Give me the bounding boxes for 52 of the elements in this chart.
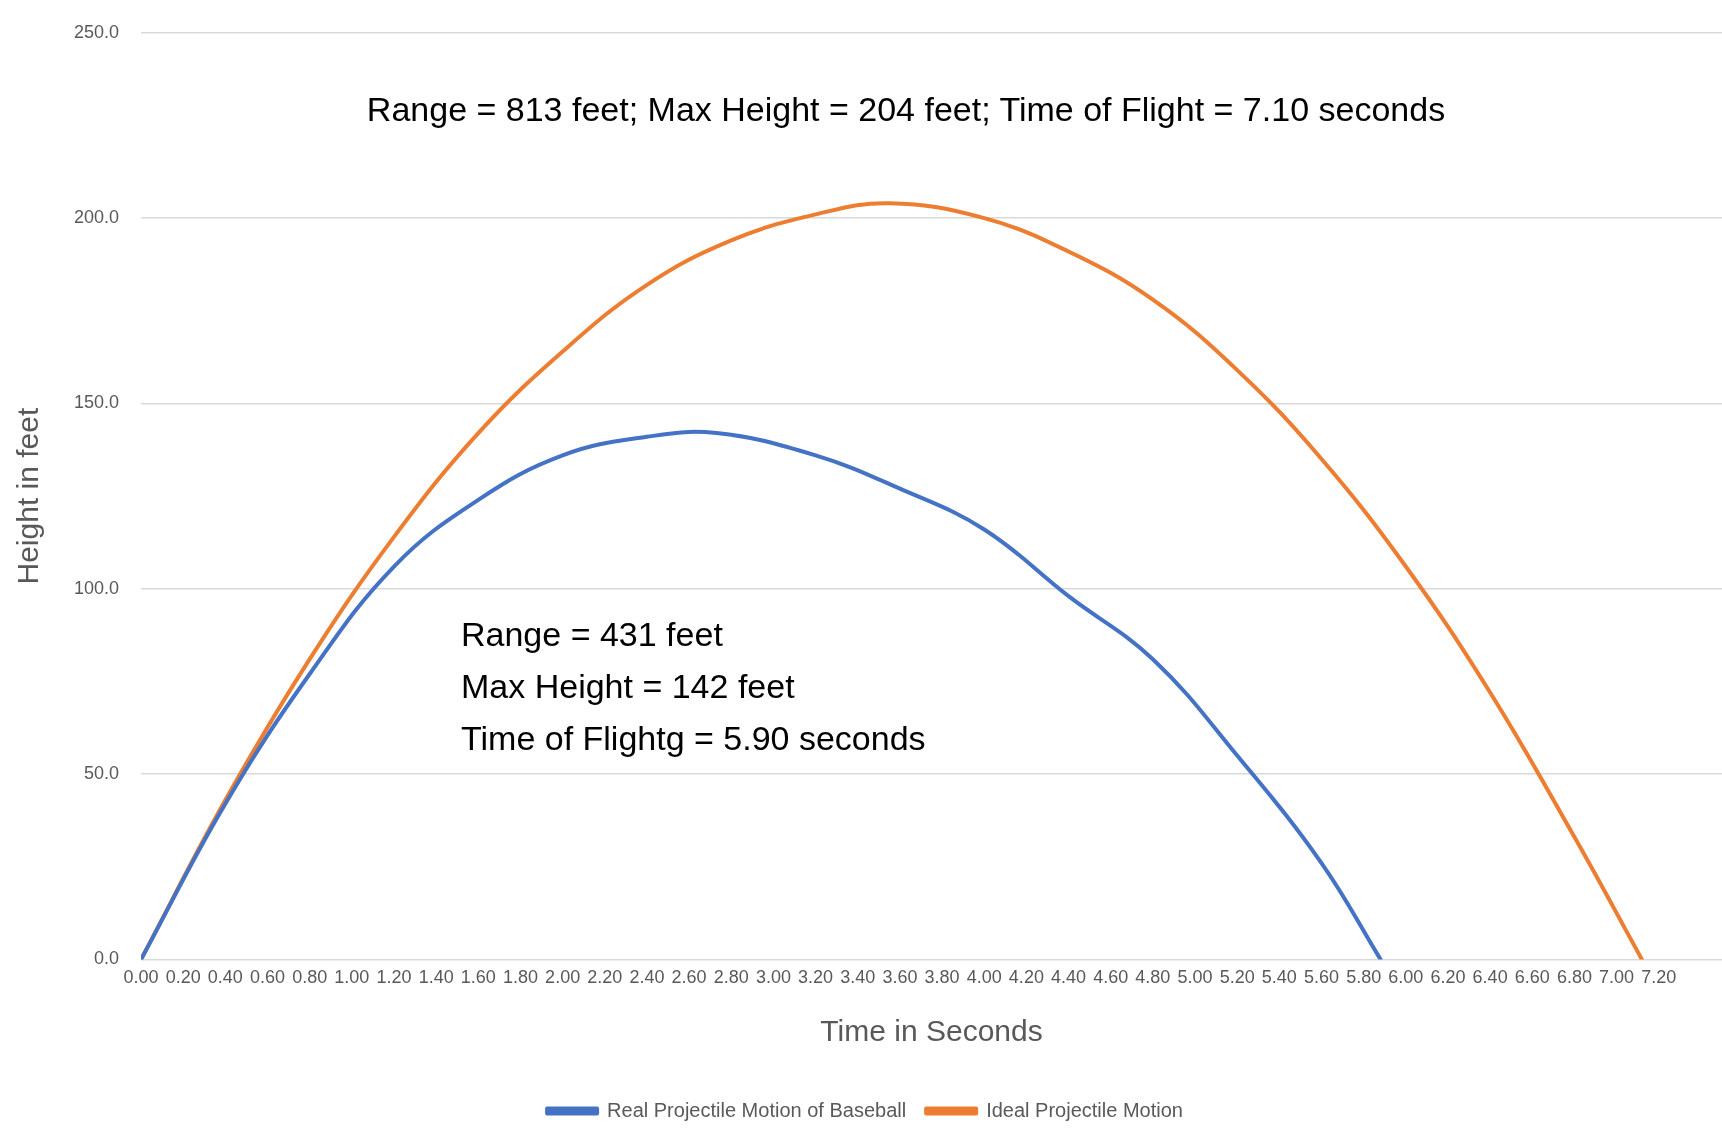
y-tick-label: 250.0 — [74, 21, 120, 42]
y-tick-label: 150.0 — [74, 392, 120, 413]
y-axis-title: Height in feet — [11, 407, 45, 585]
x-tick-label: 2.20 — [587, 967, 623, 988]
annotation: Range = 431 feet — [461, 615, 724, 654]
x-tick-label: 3.00 — [755, 967, 791, 988]
x-tick-label: 1.00 — [334, 967, 370, 988]
legend-label: Ideal Projectile Motion — [986, 1098, 1183, 1121]
x-tick-label: 2.60 — [671, 967, 707, 988]
x-tick-label: 3.40 — [840, 967, 876, 988]
x-tick-label: 7.20 — [1641, 967, 1677, 988]
x-tick-label: 2.80 — [713, 967, 749, 988]
x-tick-label: 5.60 — [1303, 967, 1340, 988]
annotation: Range = 813 feet; Max Height = 204 feet; Time of Flight = 7.10 seconds — [366, 90, 1446, 129]
x-tick-label: 7.00 — [1599, 967, 1635, 988]
x-tick-label: 2.00 — [545, 967, 581, 988]
x-tick-label: 3.80 — [924, 967, 960, 988]
x-axis-title: Time in Seconds — [820, 1014, 1043, 1048]
annotation: Time of Flightg = 5.90 seconds — [461, 719, 926, 758]
x-tick-label: 5.00 — [1177, 967, 1213, 988]
annotation: Max Height = 142 feet — [461, 667, 796, 706]
x-tick-label: 1.80 — [502, 967, 538, 988]
x-tick-label: 1.40 — [418, 967, 454, 988]
x-tick-label: 6.40 — [1472, 967, 1508, 988]
x-tick-label: 6.60 — [1514, 967, 1550, 988]
x-tick-label: 6.20 — [1430, 967, 1466, 988]
line-series — [141, 201, 1644, 960]
x-tick-label: 0.60 — [250, 967, 286, 988]
x-tick-label: 3.60 — [882, 967, 918, 988]
y-tick-label: 50.0 — [84, 763, 120, 784]
x-tick-label: 4.60 — [1093, 967, 1129, 988]
y-tick-label: 100.0 — [74, 577, 120, 598]
x-tick-label: 6.80 — [1556, 967, 1592, 988]
x-tick-label: 4.80 — [1135, 967, 1171, 988]
x-tick-label: 0.20 — [165, 967, 201, 988]
x-tick-label: 3.20 — [798, 967, 834, 988]
x-tick-label: 5.40 — [1261, 967, 1297, 988]
x-tick-label: 4.20 — [1008, 967, 1044, 988]
x-tick-label: 0.00 — [123, 967, 159, 988]
x-tick-label: 0.80 — [292, 967, 328, 988]
x-tick-label: 5.80 — [1346, 967, 1382, 988]
y-tick-label: 200.0 — [74, 207, 120, 228]
x-tick-label: 5.20 — [1219, 967, 1255, 988]
x-tick-label: 4.40 — [1051, 967, 1087, 988]
y-tick-label: 0.0 — [94, 948, 120, 969]
x-tick-label: 4.00 — [966, 967, 1002, 988]
legend-label: Real Projectile Motion of Baseball — [607, 1098, 907, 1121]
x-tick-label: 1.20 — [376, 967, 412, 988]
x-tick-label: 6.00 — [1388, 967, 1424, 988]
x-tick-label: 2.40 — [629, 967, 665, 988]
x-tick-label: 0.40 — [207, 967, 243, 988]
x-tick-label: 1.60 — [460, 967, 496, 988]
